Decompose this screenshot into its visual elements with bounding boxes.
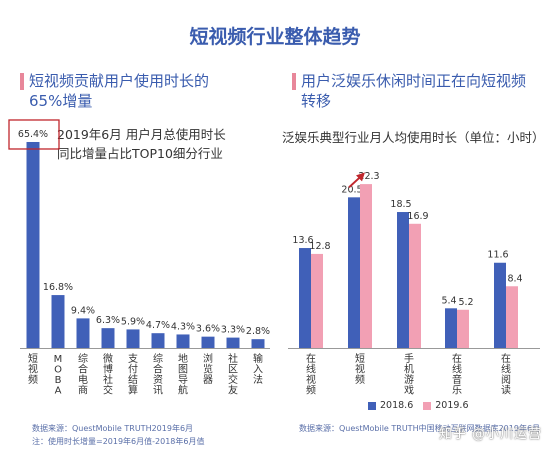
category-label-输入法: 输入法 <box>253 352 263 386</box>
highlight-box <box>8 119 60 150</box>
bar-MOBA <box>51 295 65 348</box>
value-label-微博社交: 6.3% <box>96 315 120 326</box>
right-chart-source: 数据来源：QuestMobile TRUTH中国移动互联网数据库2019年6月 <box>299 424 541 433</box>
left-panel-title-line-2: 65%增量 <box>29 92 93 110</box>
category-label-微博社交: 微博社交 <box>103 352 113 397</box>
bar-短视频 <box>26 141 40 348</box>
bar-短视频-2019.6 <box>360 184 372 348</box>
bar-微博社交 <box>101 328 115 348</box>
category-label-浏览器: 浏览器 <box>203 352 213 386</box>
bar-在线视频-2019.6 <box>311 253 323 348</box>
value-label-短视频-2018.6: 20.5 <box>341 184 362 195</box>
value-label-社区交友: 3.3% <box>221 325 245 336</box>
left-chart-subtitle-line-1: 2019年6月 用户月总使用时长 <box>57 127 226 142</box>
value-label-MOBA: 16.8% <box>43 282 73 293</box>
value-label-在线阅读-2018.6: 11.6 <box>487 250 508 261</box>
value-label-地图导航: 4.3% <box>171 321 195 332</box>
legend-label-2018: 2018.6 <box>380 400 414 411</box>
value-label-综合电商: 9.4% <box>71 305 95 316</box>
bar-社区交友 <box>226 337 240 348</box>
bar-在线音乐-2019.6 <box>457 309 469 348</box>
value-label-在线视频-2018.6: 13.6 <box>292 235 313 246</box>
right-chart-subtitle: 泛娱乐典型行业月人均使用时长（单位：小时） <box>282 130 545 145</box>
category-label-手机游戏: 手机游戏 <box>404 352 414 397</box>
bar-在线阅读-2018.6 <box>494 262 506 348</box>
legend-swatch-2019 <box>423 401 432 410</box>
bar-综合资讯 <box>151 333 165 348</box>
category-label-短视频: 短视频 <box>28 352 38 386</box>
bar-短视频-2018.6 <box>348 197 360 348</box>
value-label-在线音乐-2018.6: 5.4 <box>441 295 456 306</box>
title-accent-bar <box>20 73 24 90</box>
value-label-支付结算: 5.9% <box>121 316 145 327</box>
left-chart-subtitle: 2019年6月 用户月总使用时长 同比增量占比TOP10细分行业 <box>57 125 226 163</box>
category-label-短视频: 短视频 <box>355 352 365 386</box>
bar-在线阅读-2019.6 <box>506 286 518 348</box>
bar-综合电商 <box>76 318 90 348</box>
value-label-浏览器: 3.6% <box>196 324 220 335</box>
left-chart-subtitle-line-2: 同比增量占比TOP10细分行业 <box>57 146 223 161</box>
bar-在线视频-2018.6 <box>299 248 311 348</box>
bar-手机游戏-2019.6 <box>409 223 421 348</box>
legend-item-2019: 2019.6 <box>423 400 469 411</box>
right-panel-title-line-1: 用户泛娱乐休闲时间正在向短视频 <box>301 72 527 90</box>
main-title: 短视频行业整体趋势 <box>189 26 361 48</box>
trend-arrow-head <box>356 172 365 182</box>
value-label-手机游戏-2018.6: 18.5 <box>390 199 411 210</box>
category-label-综合电商: 综合电商 <box>78 352 88 397</box>
left-chart-source: 数据来源：QuestMobile TRUTH2019年6月 <box>32 424 194 433</box>
watermark: 知乎 @小川运营 <box>438 427 542 442</box>
value-label-输入法: 2.8% <box>246 326 270 337</box>
value-label-在线阅读-2019.6: 8.4 <box>507 273 522 284</box>
left-chart-note: 注：使用时长增量=2019年6月值-2018年6月值 <box>32 437 205 446</box>
value-label-综合资讯: 4.7% <box>146 320 170 331</box>
bar-在线音乐-2018.6 <box>445 308 457 348</box>
category-label-在线阅读: 在线阅读 <box>501 353 511 397</box>
category-label-在线视频: 在线视频 <box>306 353 316 397</box>
bar-浏览器 <box>201 336 215 348</box>
legend-item-2018: 2018.6 <box>368 400 413 411</box>
bar-输入法 <box>251 339 265 348</box>
value-label-在线视频-2019.6: 12.8 <box>309 241 330 252</box>
value-label-短视频-2019.6: 22.3 <box>358 171 379 182</box>
value-label-在线音乐-2019.6: 5.2 <box>458 297 473 308</box>
right-panel-title-line-2: 转移 <box>301 92 332 110</box>
right-chart-legend: 2018.6 2019.6 <box>368 400 479 411</box>
bar-地图导航 <box>176 334 190 348</box>
category-label-社区交友: 社区交友 <box>228 352 238 397</box>
value-label-短视频: 65.4% <box>18 129 48 140</box>
legend-swatch-2018 <box>368 401 376 410</box>
category-label-地图导航: 地图导航 <box>178 352 188 397</box>
value-label-手机游戏-2019.6: 16.9 <box>407 211 428 222</box>
right-panel-title: 用户泛娱乐休闲时间正在向短视频 转移 <box>292 71 527 111</box>
title-accent-bar <box>292 73 296 90</box>
left-panel-title: 短视频贡献用户使用时长的 65%增量 <box>20 71 210 111</box>
left-panel-title-line-1: 短视频贡献用户使用时长的 <box>29 72 210 90</box>
category-label-支付结算: 支付结算 <box>128 353 138 397</box>
category-label-在线音乐: 在线音乐 <box>452 353 462 397</box>
bar-支付结算 <box>126 329 140 348</box>
category-label-综合资讯: 综合资讯 <box>153 352 163 397</box>
bar-手机游戏-2018.6 <box>397 212 409 348</box>
legend-label-2019: 2019.6 <box>435 400 469 411</box>
